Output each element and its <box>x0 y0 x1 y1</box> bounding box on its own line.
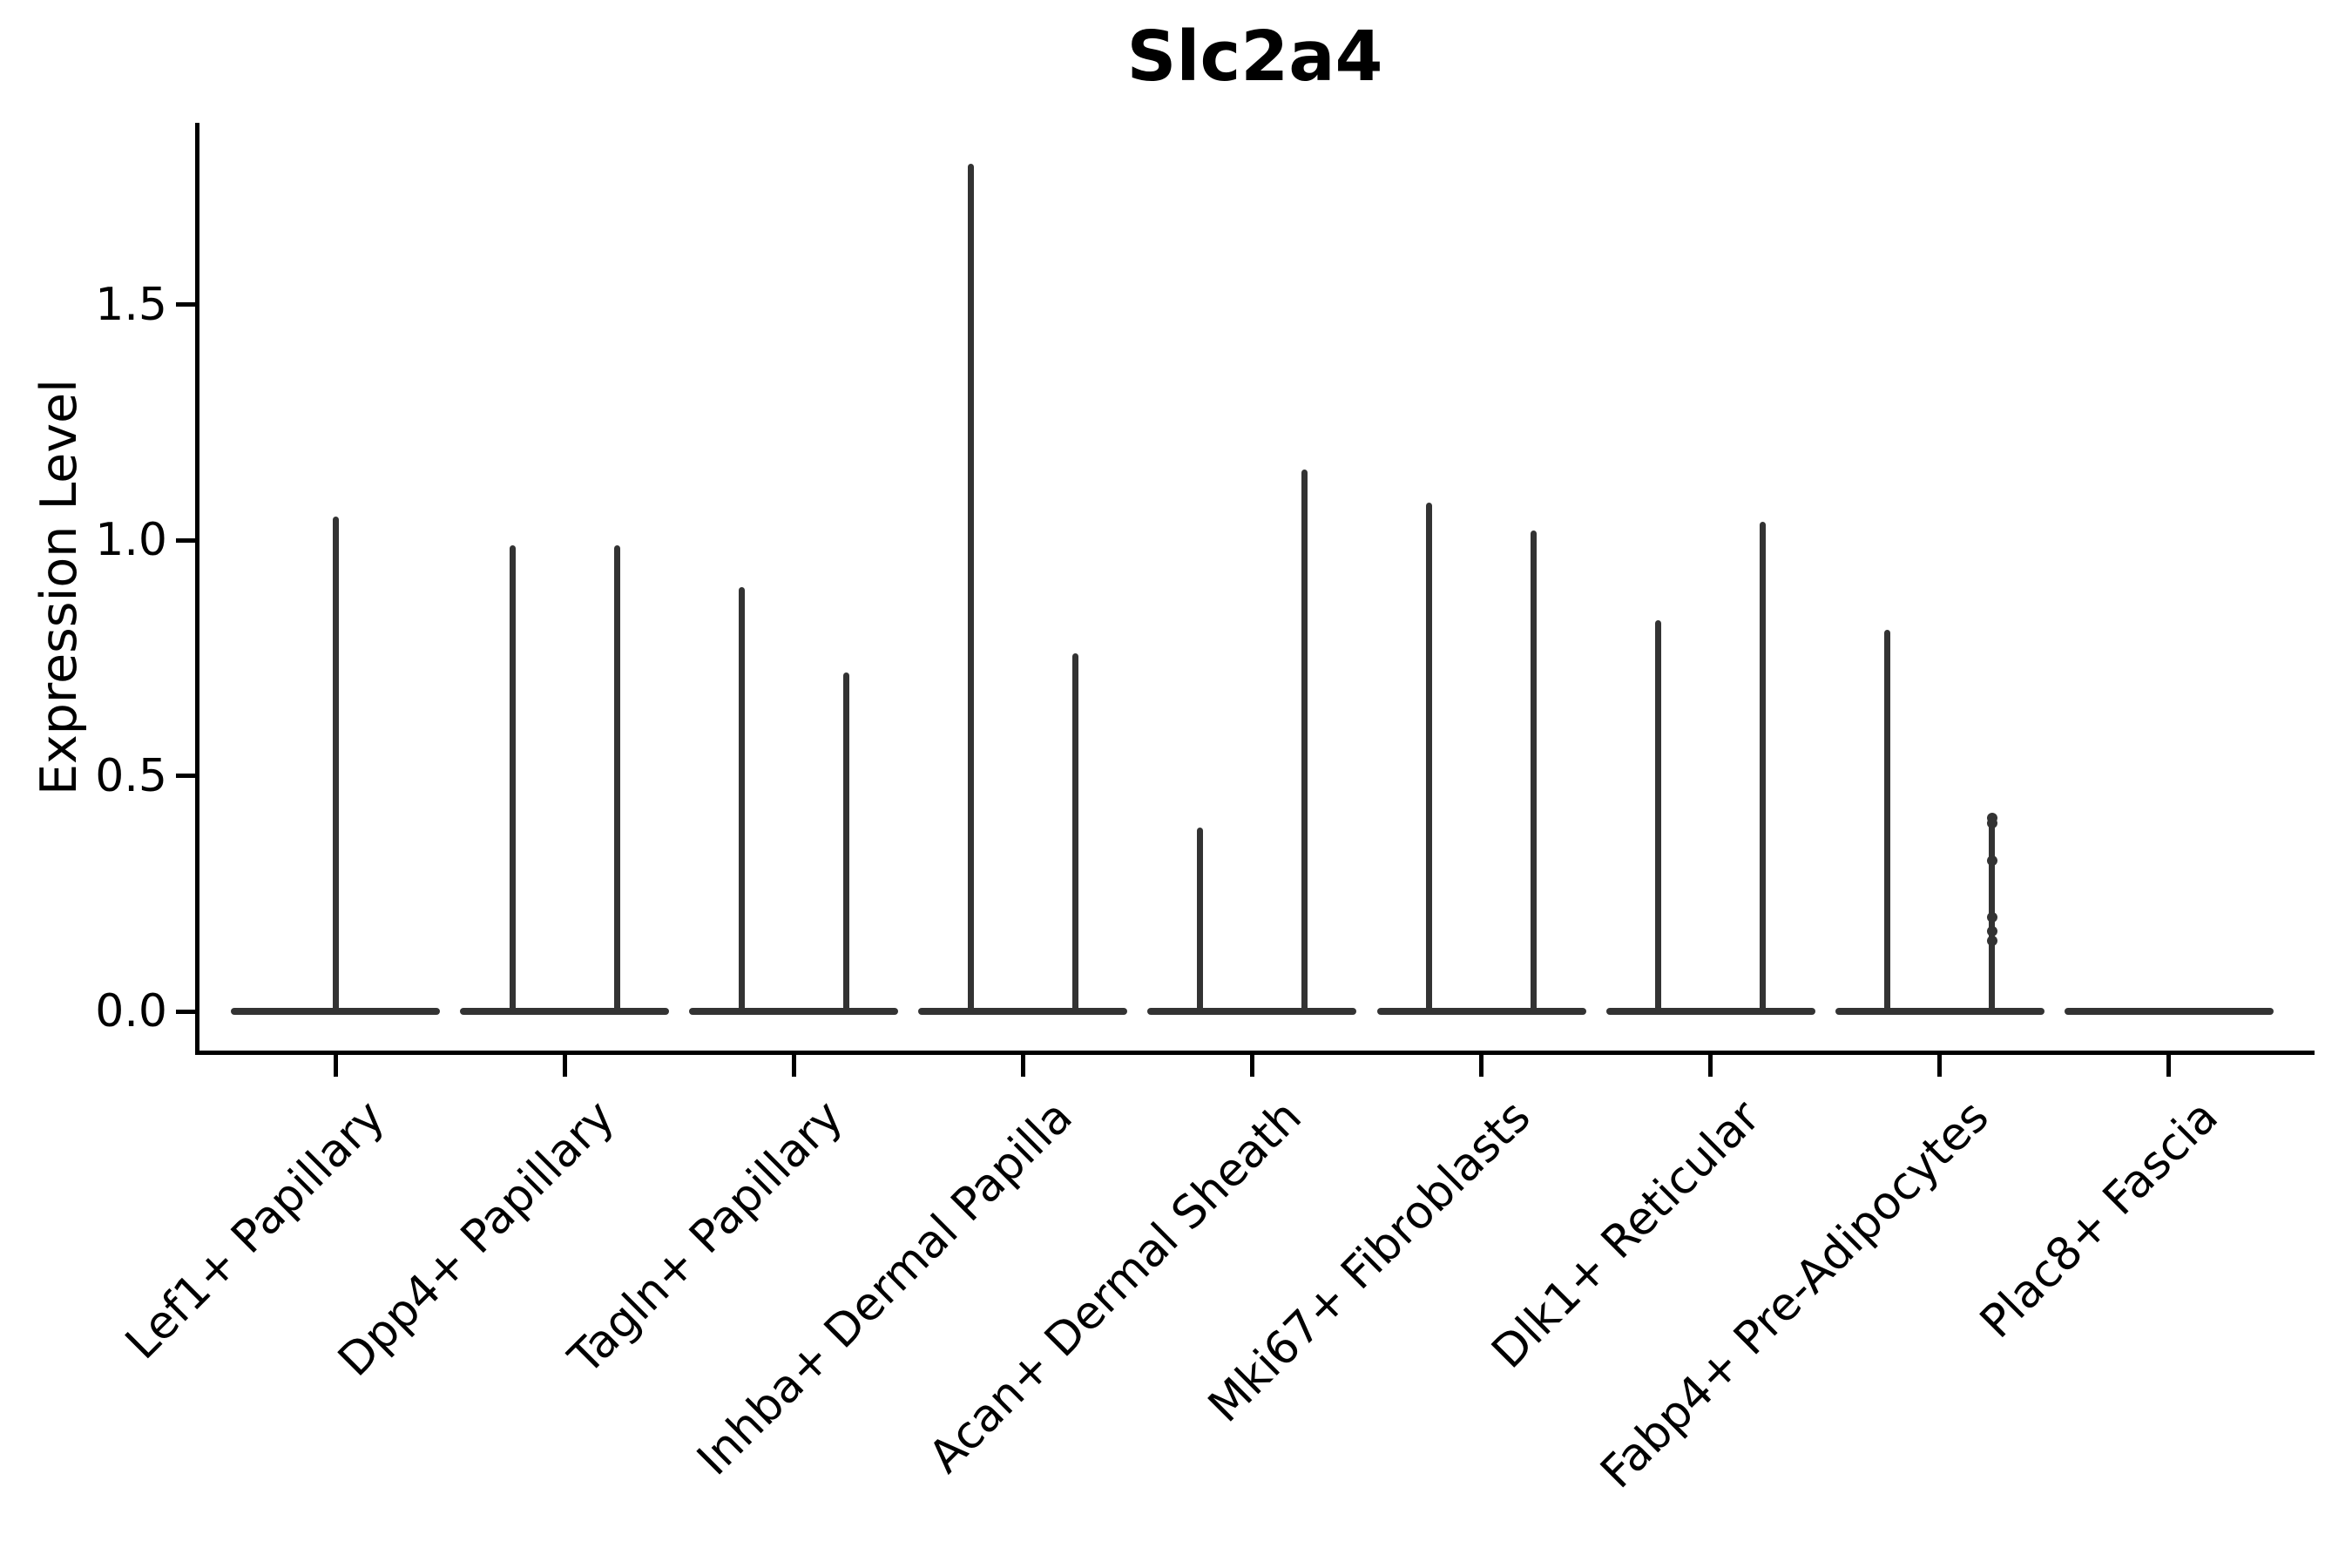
y-tick-mark <box>176 537 195 543</box>
violin-base <box>918 1008 1128 1015</box>
violin-spike <box>509 544 516 1011</box>
violin-base <box>689 1008 899 1015</box>
violin-spike <box>1426 503 1432 1011</box>
violin-spike <box>1655 620 1662 1011</box>
x-tick-label: Plac8+ Fascia <box>1970 1091 2229 1348</box>
x-tick-label: Acan+ Dermal Sheath <box>919 1091 1312 1484</box>
x-axis-line <box>195 1051 2315 1055</box>
y-tick-label: 0.0 <box>95 985 167 1037</box>
y-tick-mark <box>176 774 195 779</box>
x-tick-mark <box>1479 1055 1484 1077</box>
violin-spike <box>1196 828 1203 1011</box>
violin-base <box>1376 1008 1586 1015</box>
violin-spike <box>738 587 745 1011</box>
expression-point <box>1986 817 1997 828</box>
y-tick-label: 0.5 <box>95 749 167 802</box>
violin-spike <box>842 672 849 1011</box>
x-tick-label: Inhba+ Dermal Papilla <box>687 1091 1083 1486</box>
expression-point <box>1986 855 1997 866</box>
y-axis-line <box>195 123 199 1055</box>
y-tick-label: 1.0 <box>95 514 167 567</box>
expression-point <box>1986 926 1997 937</box>
violin-base <box>231 1008 440 1015</box>
violin-base <box>1605 1008 1815 1015</box>
violin-spike <box>1531 531 1537 1011</box>
x-tick-label: Fabp4+ Pre-Adipocytes <box>1591 1091 2000 1499</box>
violin-base <box>2064 1008 2274 1015</box>
violin-spike <box>967 163 974 1011</box>
chart-title: Slc2a4 <box>1126 17 1383 97</box>
x-tick-mark <box>1708 1055 1713 1077</box>
violin-spike <box>1760 521 1767 1011</box>
x-tick-mark <box>791 1055 796 1077</box>
violin-base <box>1147 1008 1357 1015</box>
violin-base <box>460 1008 670 1015</box>
x-tick-mark <box>1020 1055 1025 1077</box>
violin-spike <box>332 517 339 1011</box>
expression-point <box>1986 935 1997 946</box>
x-tick-mark <box>1249 1055 1254 1077</box>
x-tick-mark <box>333 1055 338 1077</box>
violin-spike <box>613 544 620 1011</box>
y-axis-title: Expression Level <box>30 379 88 795</box>
x-tick-mark <box>2166 1055 2172 1077</box>
y-tick-label: 1.5 <box>95 278 167 331</box>
y-tick-mark <box>176 1009 195 1014</box>
x-tick-mark <box>562 1055 567 1077</box>
violin-spike <box>1884 630 1891 1011</box>
expression-point <box>1986 911 1997 923</box>
violin-spike <box>1301 470 1308 1011</box>
violin-base <box>1835 1008 2044 1015</box>
y-tick-mark <box>176 302 195 308</box>
violin-spike <box>1071 653 1078 1011</box>
x-tick-mark <box>1937 1055 1943 1077</box>
